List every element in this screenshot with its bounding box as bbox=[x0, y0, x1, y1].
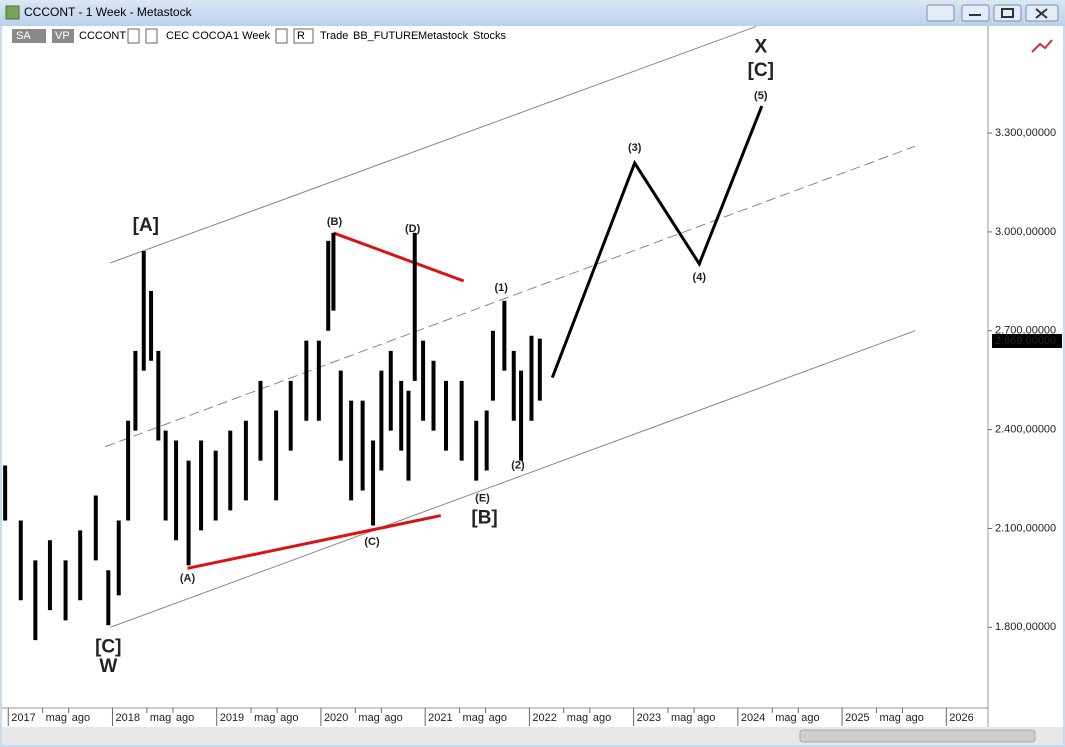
toolbar-label: BB_FUTURE bbox=[353, 30, 418, 42]
wave-label: (D) bbox=[405, 223, 421, 235]
wave-label: (1) bbox=[495, 282, 509, 294]
wave-label: (2) bbox=[511, 459, 525, 471]
x-tick-label: mag bbox=[567, 712, 588, 724]
toolbar-label: R bbox=[297, 30, 305, 42]
x-tick-label: ago bbox=[801, 712, 819, 724]
y-tick-label: 2.400,00000 bbox=[995, 424, 1056, 436]
icon bbox=[1035, 8, 1048, 19]
x-tick-label: mag bbox=[879, 712, 900, 724]
wave-label: (C) bbox=[364, 536, 380, 548]
y-tick-label: 1.800,00000 bbox=[995, 621, 1056, 633]
scrollbar[interactable] bbox=[2, 727, 1063, 745]
x-tick-label: 2018 bbox=[115, 712, 139, 724]
toolbar-label: 1 Week bbox=[233, 30, 271, 42]
trend-line bbox=[110, 330, 916, 628]
y-tick-label: 2.100,00000 bbox=[995, 522, 1056, 534]
x-tick-label: mag bbox=[150, 712, 171, 724]
r-button[interactable] bbox=[293, 28, 314, 44]
trend-line bbox=[110, 25, 757, 264]
vp-button[interactable] bbox=[52, 29, 74, 43]
dropdown[interactable] bbox=[145, 28, 158, 44]
x-tick-label: mag bbox=[358, 712, 379, 724]
last-price-box bbox=[992, 333, 1062, 348]
toolbar: SA VP CCCONT CEC COCOA 1 Week R Trade BB… bbox=[12, 28, 507, 44]
toolbar-label: Stocks bbox=[473, 30, 507, 42]
wave-label: [A] bbox=[133, 215, 159, 236]
sa-button[interactable] bbox=[12, 29, 46, 43]
x-tick-label: mag bbox=[775, 712, 796, 724]
y-tick-label: 3.300,00000 bbox=[995, 127, 1056, 139]
x-tick-label: 2021 bbox=[428, 712, 452, 724]
chart-icon[interactable] bbox=[1031, 39, 1053, 53]
wave-label: [C] bbox=[748, 60, 774, 81]
wave-label: (3) bbox=[628, 142, 642, 154]
x-tick-label: mag bbox=[46, 712, 67, 724]
x-tick-label: mag bbox=[671, 712, 692, 724]
x-tick-label: ago bbox=[697, 712, 715, 724]
x-tick-label: mag bbox=[463, 712, 484, 724]
x-tick-label: ago bbox=[593, 712, 611, 724]
y-tick-label: 2.700,00000 bbox=[995, 325, 1056, 337]
x-tick-label: ago bbox=[176, 712, 194, 724]
restore-button[interactable] bbox=[926, 4, 955, 22]
wave-label: (5) bbox=[754, 90, 768, 102]
x-tick-label: ago bbox=[280, 712, 298, 724]
title-bar bbox=[0, 0, 1065, 26]
wave-label: (4) bbox=[693, 272, 707, 284]
maximize-button[interactable] bbox=[993, 4, 1022, 22]
trend-line bbox=[187, 514, 442, 570]
plot: 1.800,00000 2.100,00000 2.400,00000 2.700,0… bbox=[3, 25, 1062, 726]
wave-label: [C] bbox=[95, 636, 121, 657]
toolbar-label: CCCONT bbox=[79, 30, 126, 42]
icon bbox=[1001, 8, 1014, 18]
x-tick-label: 2022 bbox=[532, 712, 556, 724]
wave-label: (A) bbox=[180, 572, 196, 584]
x-tick-label: 2024 bbox=[741, 712, 765, 724]
x-tick-label: 2017 bbox=[11, 712, 35, 724]
x-tick-label: 2019 bbox=[220, 712, 244, 724]
x-tick-label: ago bbox=[906, 712, 924, 724]
x-tick-label: ago bbox=[489, 712, 507, 724]
wave-label: (B) bbox=[327, 216, 343, 228]
x-tick-label: 2025 bbox=[845, 712, 869, 724]
trend-line bbox=[332, 231, 465, 283]
dropdown[interactable] bbox=[275, 28, 288, 44]
toolbar-label: CEC COCOA bbox=[166, 30, 233, 42]
window-buttons bbox=[926, 4, 1059, 22]
x-tick-label: mag bbox=[254, 712, 275, 724]
x-tick-label: 2020 bbox=[324, 712, 348, 724]
y-tick-label: 3.000,00000 bbox=[995, 226, 1056, 238]
trend-line bbox=[550, 105, 764, 379]
wave-label: [B] bbox=[471, 508, 497, 529]
scroll-thumb[interactable] bbox=[799, 729, 1036, 743]
wave-label: W bbox=[99, 656, 117, 677]
x-tick-label: 2023 bbox=[637, 712, 661, 724]
toolbar-label: VP bbox=[55, 30, 70, 42]
x-tick-label: ago bbox=[72, 712, 90, 724]
toolbar-label: SA bbox=[16, 30, 31, 42]
x-tick-label: 2026 bbox=[949, 712, 973, 724]
toolbar-label: Trade bbox=[320, 30, 348, 42]
toolbar-label: Metastock bbox=[418, 30, 469, 42]
dropdown[interactable] bbox=[127, 28, 140, 44]
wave-label: X bbox=[754, 36, 767, 57]
wave-label: (E) bbox=[475, 492, 490, 504]
app-icon bbox=[5, 5, 20, 20]
minimize-button[interactable] bbox=[961, 4, 990, 22]
x-tick-label: ago bbox=[384, 712, 402, 724]
trend-line bbox=[105, 145, 916, 448]
window-title: CCCONT - 1 Week - Metastock bbox=[24, 5, 193, 19]
last-price-label: 2.669,00000 bbox=[995, 335, 1056, 347]
